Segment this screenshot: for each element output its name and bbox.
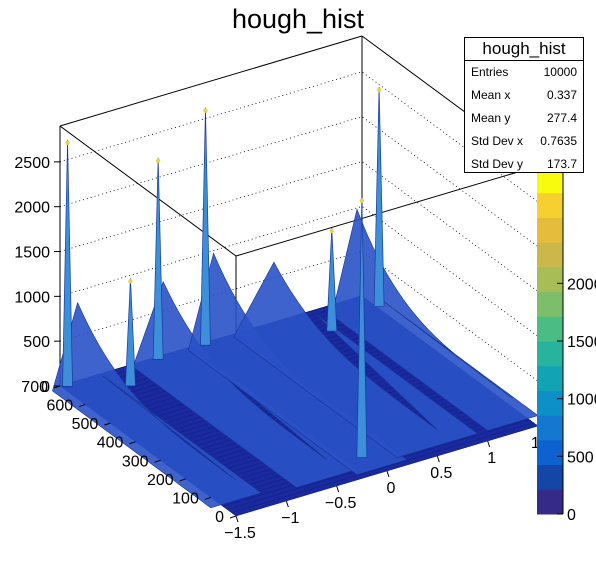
y-tick	[129, 441, 136, 445]
x-tick-label: 0.5	[430, 465, 452, 482]
y-tick-label: 0	[215, 509, 224, 526]
y-tick	[229, 515, 237, 519]
palette-bin	[537, 192, 563, 218]
palette-bin	[537, 464, 563, 490]
z-tick-label: 1500	[14, 245, 50, 262]
chart-title: hough_hist	[231, 4, 365, 34]
y-tick-label: 100	[172, 490, 199, 507]
surface-ridge	[331, 208, 539, 431]
y-tick-label: 300	[122, 453, 149, 470]
stats-value: 277.4	[546, 110, 577, 125]
x-tick	[487, 440, 491, 448]
stats-row-mean-y: Mean y 277.4	[465, 107, 583, 130]
palette-bin	[537, 242, 563, 268]
surface-peak	[200, 107, 211, 346]
stats-label: Mean x	[471, 88, 511, 103]
peak-top	[155, 158, 161, 163]
stats-row-stddev-x: Std Dev x 0.7635	[465, 129, 583, 152]
z-tick-label: 500	[23, 334, 50, 351]
surface-peak	[62, 139, 73, 387]
palette-bin	[537, 439, 563, 466]
palette-tick-label: 1000	[567, 392, 596, 409]
grid-line	[59, 161, 539, 292]
y-tick	[104, 422, 111, 426]
palette-bin	[537, 217, 563, 243]
stats-value: 0.7635	[540, 133, 577, 148]
palette-tick-label: 0	[567, 507, 576, 524]
x-tick-label: 0	[387, 480, 396, 497]
stats-value: 0.337	[546, 88, 577, 103]
peak-top	[359, 198, 365, 203]
y-tick	[53, 385, 61, 389]
x-tick-label: 1	[487, 450, 496, 467]
stats-value: 10000	[543, 65, 577, 80]
stats-row-mean-x: Mean x 0.337	[465, 84, 583, 107]
z-tick-label: 2500	[14, 155, 50, 172]
palette-tick-label: 500	[567, 449, 594, 466]
surface-peak	[373, 86, 385, 307]
palette-bin	[537, 390, 563, 416]
z-tick-label: 0	[41, 379, 50, 396]
y-tick	[154, 459, 161, 463]
x-tick	[336, 485, 340, 493]
y-tick-label: 200	[147, 472, 174, 489]
x-tick-label: −1.5	[224, 525, 256, 542]
stats-row-stddev-y: Std Dev y 173.7	[465, 152, 583, 175]
stats-label: Mean y	[471, 110, 511, 125]
palette-bin	[537, 266, 563, 293]
stats-title: hough_hist	[465, 38, 583, 61]
box-edge	[59, 35, 363, 127]
y-tick	[204, 496, 212, 500]
box-edge	[235, 165, 539, 257]
palette-bin	[537, 415, 563, 441]
surface-peak	[356, 197, 368, 458]
grid-line	[59, 205, 539, 337]
palette-tick-label: 1500	[567, 334, 596, 351]
stats-label: Std Dev x	[471, 133, 524, 148]
x-tick	[285, 500, 289, 508]
x-tick-label: −0.5	[325, 495, 357, 512]
y-tick-label: 400	[97, 435, 124, 452]
stats-label: Entries	[471, 65, 509, 80]
peak-top	[329, 228, 334, 234]
peak-top	[203, 108, 208, 113]
palette-bin	[537, 489, 563, 515]
peak-top	[376, 87, 382, 93]
mesh-line	[231, 422, 534, 514]
palette-bin	[537, 316, 563, 342]
palette-bin	[537, 365, 563, 391]
surface-peak	[125, 278, 136, 387]
x-tick	[235, 515, 239, 523]
palette-tick-label: 2000	[567, 276, 596, 293]
palette-bin	[537, 341, 563, 367]
y-tick	[179, 478, 186, 482]
peak-top	[128, 279, 133, 284]
stats-row-entries: Entries 10000	[465, 61, 583, 84]
stats-box: hough_hist Entries 10000 Mean x 0.337 Me…	[464, 37, 584, 173]
surface-peak	[326, 227, 338, 332]
peak-top	[65, 140, 70, 146]
surface-peak	[152, 157, 164, 360]
y-tick	[78, 404, 86, 408]
box-edge	[59, 125, 237, 257]
z-tick-label: 1000	[14, 289, 50, 306]
palette-bin	[537, 291, 563, 317]
x-tick-label: −1	[281, 510, 299, 527]
grid-line	[59, 116, 539, 248]
stats-value: 173.7	[546, 156, 577, 171]
x-tick	[436, 455, 440, 463]
surface-ridge	[52, 301, 262, 509]
stats-label: Std Dev y	[471, 156, 524, 171]
y-tick-label: 700	[21, 379, 48, 396]
z-tick-label: 2000	[14, 200, 50, 217]
x-tick	[386, 470, 390, 478]
y-tick-label: 600	[46, 398, 73, 415]
y-tick-label: 500	[72, 416, 99, 433]
grid-line	[59, 250, 539, 382]
